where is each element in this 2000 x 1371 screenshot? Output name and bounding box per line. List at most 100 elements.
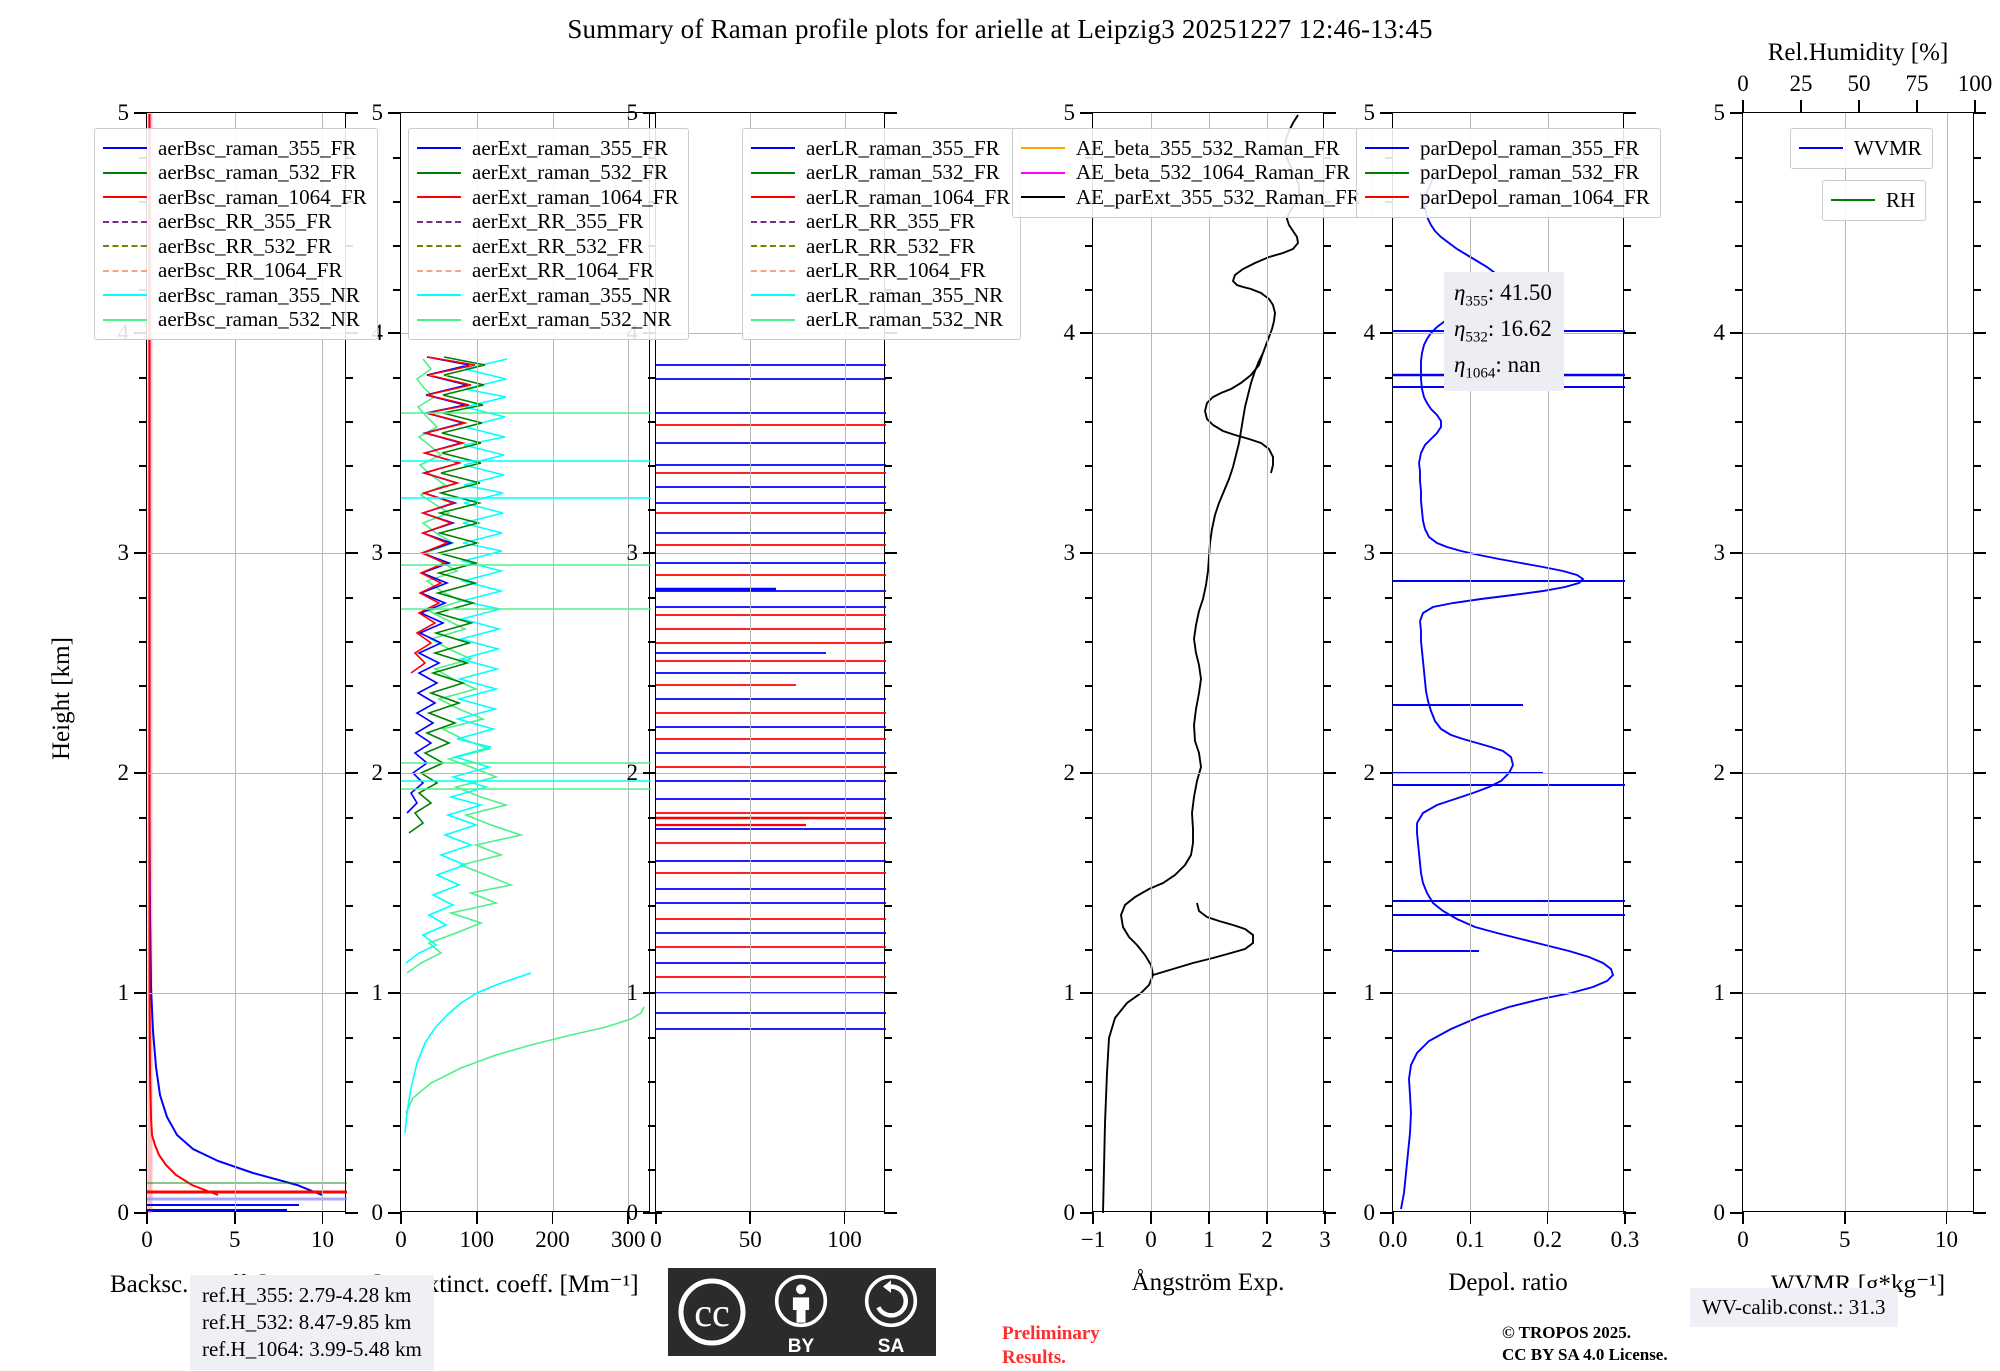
- legend-ext-item[interactable]: aerExt_RR_532_FR: [417, 234, 678, 259]
- y-minor-tick: [648, 1125, 656, 1127]
- y-minor-tick: [139, 949, 147, 951]
- legend-wvmr[interactable]: WVMR: [1790, 128, 1933, 169]
- x-tick: [1150, 1211, 1152, 1224]
- legend-rh[interactable]: RH: [1822, 180, 1927, 221]
- legend-rh-item[interactable]: RH: [1831, 188, 1915, 213]
- gridline-horizontal: [401, 773, 649, 774]
- legend-backscatter[interactable]: aerBsc_raman_355_FR aerBsc_raman_532_FR ae…: [94, 128, 378, 340]
- legend-lr-item[interactable]: aerLR_raman_355_FR: [751, 136, 1010, 161]
- eta-532-value: 16.62: [1500, 315, 1552, 341]
- copyright-line-1: © TROPOS 2025.: [1502, 1323, 1632, 1342]
- x-tick-label: 0.3: [1610, 1227, 1640, 1252]
- y-tick: [643, 1212, 656, 1214]
- y-minor-tick-right: [884, 685, 892, 687]
- legend-lr-item[interactable]: aerLR_RR_1064_FR: [751, 259, 1010, 284]
- legend-depol-item[interactable]: parDepol_raman_355_FR: [1365, 136, 1650, 161]
- y-minor-tick: [1735, 817, 1743, 819]
- y-minor-tick-right: [345, 817, 353, 819]
- y-minor-tick: [393, 289, 401, 291]
- gridline-horizontal: [656, 993, 884, 994]
- y-minor-tick-right: [884, 905, 892, 907]
- y-tick-label: 3: [117, 540, 130, 565]
- x-tick: [321, 1211, 324, 1224]
- legend-depol-item[interactable]: parDepol_raman_1064_FR: [1365, 185, 1650, 210]
- y-minor-tick: [1735, 905, 1743, 907]
- y-tick-label: 2: [1063, 760, 1076, 785]
- legend-line-icon: [1365, 171, 1409, 174]
- y-minor-tick: [393, 597, 401, 599]
- legend-angstrom[interactable]: AE_beta_355_532_Raman_FR AE_beta_532_1064…: [1012, 128, 1372, 218]
- y-minor-tick-right: [1973, 949, 1981, 951]
- y-minor-tick: [393, 861, 401, 863]
- ref-h-355: ref.H_355: 2.79-4.28 km: [202, 1283, 412, 1307]
- legend-ext-item[interactable]: aerExt_raman_532_NR: [417, 308, 678, 333]
- y-minor-tick-right: [1973, 1081, 1981, 1083]
- legend-lr-item[interactable]: aerLR_raman_1064_FR: [751, 185, 1010, 210]
- y-minor-tick: [648, 1081, 656, 1083]
- y-minor-tick: [1385, 685, 1393, 687]
- legend-bsc-item[interactable]: aerBsc_raman_1064_FR: [103, 185, 367, 210]
- y-minor-tick-right: [1323, 245, 1331, 247]
- legend-bsc-item[interactable]: aerBsc_raman_355_NR: [103, 283, 367, 308]
- y-tick-right: [345, 1212, 358, 1214]
- legend-ext-item[interactable]: aerExt_raman_355_FR: [417, 136, 678, 161]
- y-minor-tick-right: [345, 1169, 353, 1171]
- legend-ext-item[interactable]: aerExt_raman_532_FR: [417, 161, 678, 186]
- x-tick-label: 10: [1935, 1227, 1958, 1252]
- legend-bsc-item[interactable]: aerBsc_RR_1064_FR: [103, 259, 367, 284]
- wv-calib-box: WV-calib.const.: 31.3: [1690, 1288, 1898, 1327]
- legend-ext-item[interactable]: aerExt_RR_355_FR: [417, 210, 678, 235]
- legend-depol-item[interactable]: parDepol_raman_532_FR: [1365, 161, 1650, 186]
- gridline-horizontal: [147, 773, 345, 774]
- legend-lr-item[interactable]: aerLR_raman_355_NR: [751, 283, 1010, 308]
- x-tick-label: 10: [310, 1227, 334, 1252]
- legend-bsc-item[interactable]: aerBsc_RR_355_FR: [103, 210, 367, 235]
- legend-ext-item[interactable]: aerExt_RR_1064_FR: [417, 259, 678, 284]
- legend-line-icon: [1831, 199, 1875, 202]
- y-tick-right: [1623, 992, 1636, 994]
- y-minor-tick: [1085, 245, 1093, 247]
- x-axis-title: Extinct. coeff. [Mm⁻¹]: [411, 1271, 639, 1298]
- legend-label: aerBsc_raman_1064_FR: [158, 184, 367, 209]
- legend-ext-item[interactable]: aerExt_raman_355_NR: [417, 283, 678, 308]
- x-tick: [1624, 1211, 1626, 1224]
- legend-wvmr-item[interactable]: WVMR: [1799, 136, 1922, 161]
- y-minor-tick-right: [884, 1037, 892, 1039]
- legend-extinction[interactable]: aerExt_raman_355_FR aerExt_raman_532_FR ae…: [408, 128, 690, 340]
- legend-lr-item[interactable]: aerLR_raman_532_NR: [751, 308, 1010, 333]
- x-tick-label: 3: [1319, 1227, 1331, 1252]
- legend-bsc-item[interactable]: aerBsc_raman_355_FR: [103, 136, 367, 161]
- y-tick: [134, 1212, 147, 1214]
- legend-depolarization[interactable]: parDepol_raman_355_FR parDepol_raman_532_…: [1356, 128, 1661, 218]
- legend-bsc-item[interactable]: aerBsc_raman_532_FR: [103, 161, 367, 186]
- x-tick: [1945, 1211, 1948, 1224]
- legend-line-icon: [103, 220, 147, 223]
- copyright-line-2: CC BY SA 4.0 License.: [1502, 1345, 1668, 1365]
- y-minor-tick-right: [1973, 729, 1981, 731]
- y-tick-right: [1973, 552, 1986, 554]
- y-minor-tick: [1385, 905, 1393, 907]
- legend-label: aerLR_raman_355_FR: [806, 135, 1000, 160]
- legend-bsc-item[interactable]: aerBsc_raman_532_NR: [103, 308, 367, 333]
- legend-bsc-item[interactable]: aerBsc_RR_532_FR: [103, 234, 367, 259]
- x-tick: [1843, 1211, 1846, 1224]
- depolarization-curves: [1393, 176, 1625, 1210]
- legend-lidar-ratio[interactable]: aerLR_raman_355_FR aerLR_raman_532_FR aerL…: [742, 128, 1022, 340]
- x-tick: [1469, 1211, 1472, 1224]
- legend-label: aerExt_RR_355_FR: [472, 209, 644, 234]
- y-tick-right: [1973, 332, 1986, 334]
- legend-ae-item[interactable]: AE_beta_355_532_Raman_FR: [1021, 136, 1361, 161]
- legend-ext-item[interactable]: aerExt_raman_1064_FR: [417, 185, 678, 210]
- y-minor-tick: [1735, 245, 1743, 247]
- legend-ae-item[interactable]: AE_beta_532_1064_Raman_FR: [1021, 161, 1361, 186]
- legend-ae-item[interactable]: AE_parExt_355_532_Raman_FR: [1021, 185, 1361, 210]
- y-tick: [388, 112, 401, 114]
- y-minor-tick: [1735, 289, 1743, 291]
- cc-license-badge[interactable]: cc BY SA: [668, 1268, 936, 1357]
- y-tick-label: 5: [117, 100, 130, 125]
- legend-lr-item[interactable]: aerLR_raman_532_FR: [751, 161, 1010, 186]
- y-minor-tick: [393, 641, 401, 643]
- legend-lr-item[interactable]: aerLR_RR_355_FR: [751, 210, 1010, 235]
- legend-lr-item[interactable]: aerLR_RR_532_FR: [751, 234, 1010, 259]
- y-minor-tick-right: [1973, 245, 1981, 247]
